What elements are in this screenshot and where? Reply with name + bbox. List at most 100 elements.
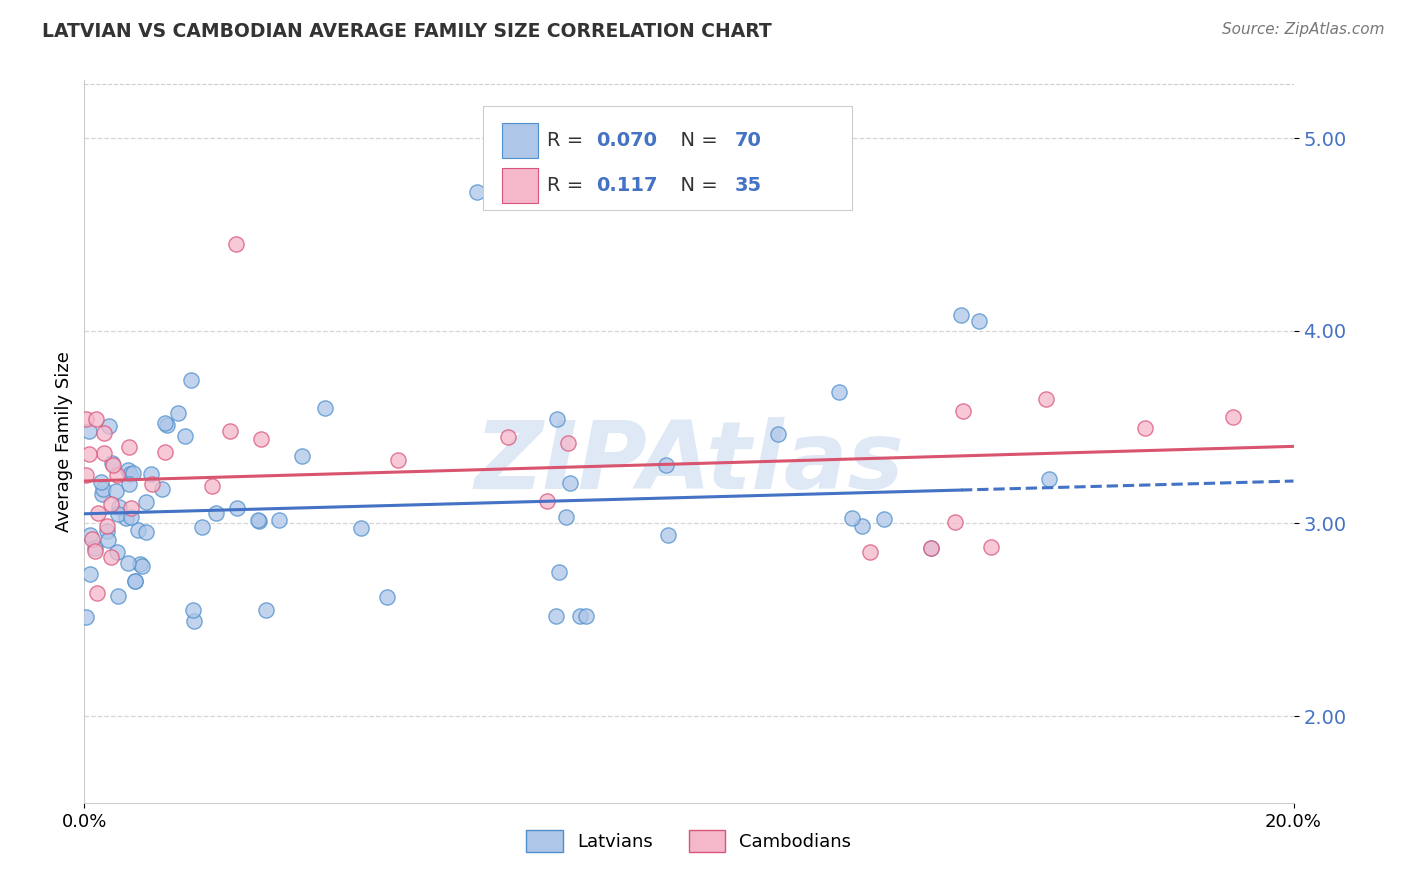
Point: [841, 510, 863, 524]
Point: [84, 544, 107, 558]
Point: [135, 524, 157, 539]
Point: [350, 521, 373, 535]
Point: [920, 541, 942, 556]
Point: [496, 430, 519, 444]
Point: [107, 545, 129, 559]
Point: [107, 507, 129, 521]
Point: [828, 385, 851, 400]
Point: [98, 419, 121, 434]
Point: [93, 426, 115, 441]
Point: [100, 497, 122, 511]
Point: [96, 519, 118, 533]
Text: 35: 35: [735, 176, 762, 194]
Point: [77, 447, 100, 461]
Point: [117, 463, 139, 477]
Point: [569, 608, 592, 623]
Text: 70: 70: [735, 131, 762, 150]
Point: [547, 566, 569, 580]
Point: [1035, 392, 1057, 406]
Text: 0.117: 0.117: [596, 176, 658, 194]
Point: [174, 429, 197, 443]
Point: [75, 412, 97, 426]
Point: [967, 314, 990, 328]
Point: [96, 524, 118, 538]
Point: [250, 433, 273, 447]
Point: [93, 446, 115, 460]
Legend: Latvians, Cambodians: Latvians, Cambodians: [519, 822, 859, 859]
Point: [87, 506, 110, 520]
Point: [254, 603, 277, 617]
Point: [135, 494, 157, 508]
Point: [75, 609, 97, 624]
Point: [105, 468, 128, 483]
Point: [205, 507, 228, 521]
Point: [86, 411, 108, 425]
Point: [79, 528, 101, 542]
Text: R =: R =: [547, 176, 596, 194]
Point: [766, 427, 789, 442]
Point: [920, 541, 942, 556]
Point: [127, 523, 149, 537]
Point: [120, 467, 142, 481]
Point: [139, 467, 162, 482]
Point: [90, 475, 112, 489]
Point: [166, 406, 188, 420]
Point: [873, 511, 896, 525]
Text: N =: N =: [668, 176, 724, 194]
Point: [375, 590, 398, 604]
Point: [557, 435, 579, 450]
Point: [153, 445, 176, 459]
Point: [201, 479, 224, 493]
Point: [467, 185, 489, 199]
Point: [79, 567, 101, 582]
Point: [560, 476, 582, 491]
Point: [655, 458, 678, 473]
Point: [546, 411, 568, 425]
Text: R =: R =: [547, 131, 591, 150]
Point: [291, 449, 314, 463]
Point: [141, 476, 163, 491]
Point: [181, 603, 204, 617]
Point: [115, 511, 138, 525]
Point: [1133, 421, 1156, 435]
Point: [150, 482, 173, 496]
Point: [75, 467, 97, 482]
Point: [129, 557, 152, 571]
Point: [247, 513, 270, 527]
Point: [83, 541, 105, 555]
Bar: [502, 123, 538, 158]
Point: [156, 417, 179, 432]
Point: [247, 514, 270, 528]
Point: [980, 540, 1002, 554]
Point: [107, 589, 129, 603]
Point: [101, 458, 124, 472]
Point: [191, 520, 214, 534]
Point: [943, 515, 966, 529]
Point: [90, 487, 112, 501]
Point: [122, 467, 145, 481]
Point: [131, 558, 153, 573]
Point: [225, 501, 247, 516]
Point: [950, 309, 973, 323]
Text: ZIPAtlas: ZIPAtlas: [474, 417, 904, 509]
Point: [219, 424, 242, 438]
Point: [117, 556, 139, 570]
Point: [1038, 472, 1060, 486]
Point: [180, 373, 202, 387]
Point: [97, 533, 120, 548]
Point: [118, 477, 141, 491]
FancyBboxPatch shape: [484, 105, 852, 211]
Point: [100, 456, 122, 470]
Point: [657, 528, 679, 542]
Point: [575, 608, 598, 623]
Point: [153, 416, 176, 430]
Point: [124, 574, 146, 589]
Point: [1222, 410, 1244, 425]
Point: [314, 401, 336, 415]
Point: [104, 484, 127, 499]
Text: Source: ZipAtlas.com: Source: ZipAtlas.com: [1222, 22, 1385, 37]
Point: [120, 500, 142, 515]
Point: [86, 586, 108, 600]
Text: LATVIAN VS CAMBODIAN AVERAGE FAMILY SIZE CORRELATION CHART: LATVIAN VS CAMBODIAN AVERAGE FAMILY SIZE…: [42, 22, 772, 41]
Point: [851, 518, 873, 533]
